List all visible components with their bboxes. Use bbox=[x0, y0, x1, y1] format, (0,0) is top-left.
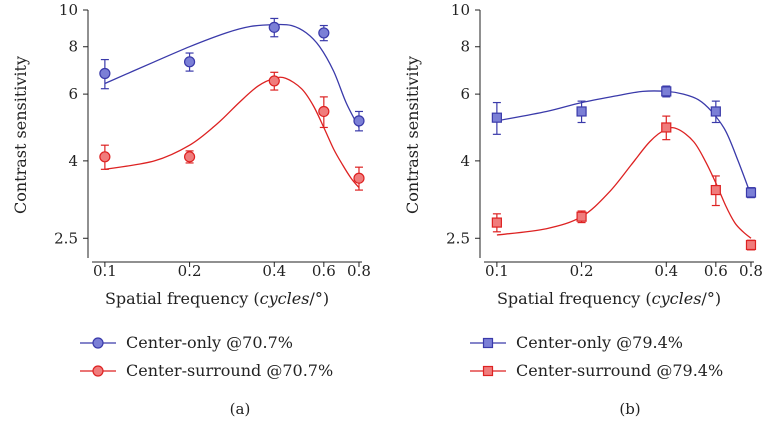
series-center-surround bbox=[491, 115, 757, 251]
data-point bbox=[710, 184, 721, 196]
data-point bbox=[576, 211, 587, 222]
x-axis-title-unit: cycles bbox=[260, 289, 310, 308]
legend-marker bbox=[92, 337, 104, 349]
data-point bbox=[661, 122, 672, 133]
y-tick-label: 8 bbox=[460, 38, 470, 56]
series-center-only bbox=[491, 85, 757, 199]
panel-b: 2.5 4 6 8 10 0.1 0.2 0.4 0.6 0.8 Contrast sensitiv… bbox=[403, 1, 763, 418]
data-point bbox=[353, 115, 365, 127]
data-point bbox=[318, 105, 330, 118]
fit-curve bbox=[104, 23, 360, 128]
y-tick-label: 4 bbox=[460, 152, 470, 170]
x-axis-title-suffix: /°) bbox=[701, 289, 721, 308]
data-point bbox=[745, 187, 757, 198]
x-tick-label: 0.8 bbox=[739, 262, 763, 280]
data-point bbox=[183, 56, 196, 68]
data-point bbox=[576, 106, 587, 117]
legend-entry: Center-only @70.7% bbox=[80, 333, 293, 352]
x-axis-title-prefix: Spatial frequency ( bbox=[497, 289, 652, 308]
y-tick-label: 6 bbox=[68, 85, 78, 103]
legend-entry: Center-surround @79.4% bbox=[470, 361, 723, 380]
x-tick-label: 0.2 bbox=[570, 262, 594, 280]
panel-a: 2.5 4 6 8 10 0.1 0.2 0.4 0.6 0.8 Contrast sensitiv… bbox=[11, 1, 371, 418]
data-point bbox=[99, 151, 111, 163]
x-axis-title-prefix: Spatial frequency ( bbox=[105, 289, 260, 308]
fit-curve bbox=[496, 90, 752, 196]
y-tick-label: 10 bbox=[451, 1, 470, 19]
y-tick-label: 2.5 bbox=[54, 229, 78, 247]
data-point bbox=[353, 172, 365, 184]
x-axis-title-unit: cycles bbox=[652, 289, 702, 308]
x-axis-title-suffix: /°) bbox=[309, 289, 329, 308]
y-tick-label: 2.5 bbox=[446, 229, 470, 247]
legend-marker bbox=[92, 365, 104, 377]
legend-entry: Center-surround @70.7% bbox=[80, 361, 333, 380]
data-point bbox=[183, 151, 196, 163]
data-point bbox=[491, 112, 502, 123]
fit-curve bbox=[104, 76, 360, 189]
legend-label: Center-only @70.7% bbox=[126, 333, 293, 352]
x-tick-label: 0.8 bbox=[347, 262, 371, 280]
legend-entry: Center-only @79.4% bbox=[470, 333, 683, 352]
data-point bbox=[99, 67, 111, 80]
series-center-only bbox=[99, 17, 365, 132]
x-tick-label: 0.1 bbox=[485, 262, 509, 280]
x-tick-label: 0.2 bbox=[178, 262, 202, 280]
data-point bbox=[268, 21, 280, 33]
fit-curve bbox=[496, 126, 752, 239]
data-point bbox=[745, 239, 757, 251]
legend-label: Center-only @79.4% bbox=[516, 333, 683, 352]
legend-label: Center-surround @79.4% bbox=[516, 361, 723, 380]
y-tick-label: 10 bbox=[59, 1, 78, 19]
x-tick-label: 0.4 bbox=[654, 262, 678, 280]
y-tick-label: 6 bbox=[460, 85, 470, 103]
y-tick-label: 4 bbox=[68, 152, 78, 170]
data-point bbox=[710, 106, 721, 117]
legend-marker bbox=[482, 365, 494, 377]
data-point bbox=[661, 86, 672, 97]
x-axis-title: Spatial frequency (cycles/°) bbox=[105, 289, 329, 308]
y-tick-label: 8 bbox=[68, 38, 78, 56]
x-tick-label: 0.4 bbox=[262, 262, 286, 280]
legend-label: Center-surround @70.7% bbox=[126, 361, 333, 380]
y-axis-title: Contrast sensitivity bbox=[11, 56, 30, 214]
data-point bbox=[268, 75, 280, 87]
panel-label: (a) bbox=[230, 400, 251, 418]
series-center-surround bbox=[99, 71, 365, 191]
x-tick-label: 0.6 bbox=[312, 262, 336, 280]
panel-label: (b) bbox=[619, 400, 640, 418]
x-axis-title: Spatial frequency (cycles/°) bbox=[497, 289, 721, 308]
legend-marker bbox=[482, 337, 494, 349]
y-axis-title: Contrast sensitivity bbox=[403, 56, 422, 214]
data-point bbox=[491, 217, 502, 228]
x-tick-label: 0.1 bbox=[93, 262, 117, 280]
x-tick-label: 0.6 bbox=[704, 262, 728, 280]
data-point bbox=[318, 27, 330, 39]
